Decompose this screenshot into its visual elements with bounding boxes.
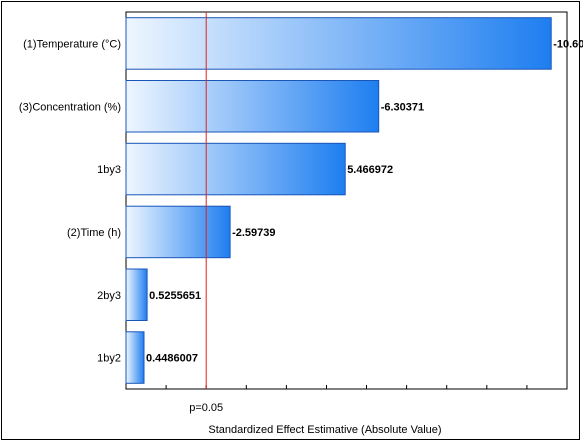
value-label: 0.5255651 [149, 290, 201, 302]
x-axis-title: Standardized Effect Estimative (Absolute… [208, 424, 441, 436]
bar [125, 205, 231, 259]
value-label: -2.59739 [232, 227, 275, 239]
significance-label: p=0.05 [189, 402, 223, 414]
bar [125, 331, 145, 384]
value-label: 5.466972 [347, 164, 393, 176]
category-label: (2)Time (h) [67, 227, 121, 239]
bar [125, 17, 552, 70]
plot-area [125, 11, 568, 390]
bar [125, 268, 148, 321]
bar [125, 80, 380, 133]
category-label: (1)Temperature (°C) [23, 38, 121, 50]
category-label: 2by3 [97, 290, 121, 302]
value-label: -10.605 [553, 38, 583, 50]
category-label: 1by2 [97, 353, 121, 365]
bar [125, 142, 346, 196]
category-label: 1by3 [97, 164, 121, 176]
category-label: (3)Concentration (%) [19, 101, 121, 113]
value-label: -6.30371 [381, 101, 424, 113]
value-label: 0.4486007 [146, 353, 198, 365]
